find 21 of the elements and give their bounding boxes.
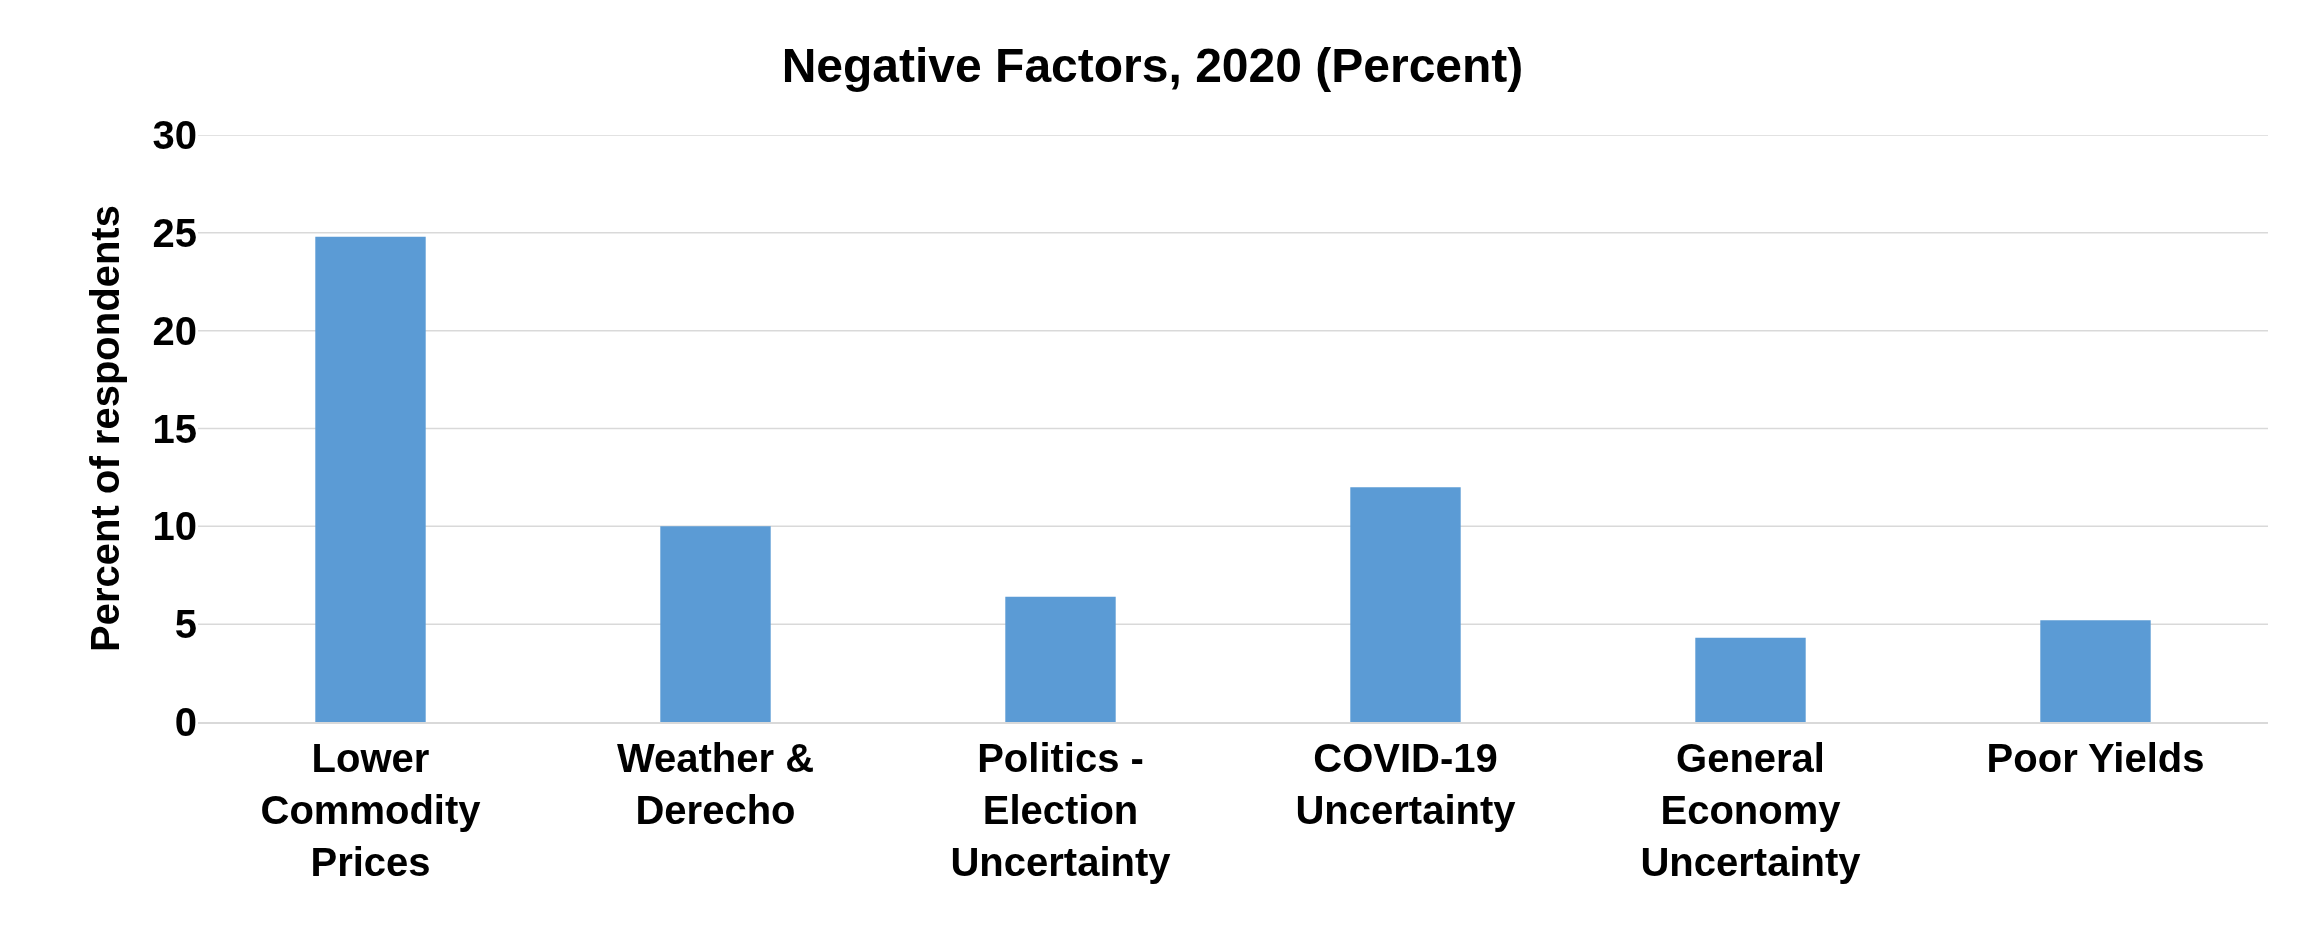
y-tick-label: 20 (152, 308, 197, 353)
y-tick-label: 0 (174, 700, 197, 744)
x-tick-label: COVID-19 Uncertainty (1295, 736, 1517, 832)
bar (1005, 596, 1116, 722)
x-tick-label: General Economy Uncertainty (1640, 736, 1862, 884)
y-tick-label: 15 (152, 406, 197, 451)
bar (1350, 487, 1461, 722)
y-tick-label: 30 (152, 113, 197, 157)
bar (2040, 620, 2151, 722)
y-tick-label: 10 (152, 504, 197, 549)
y-axis-title: Percent of respondents (83, 205, 127, 652)
chart-title: Negative Factors, 2020 (Percent) (781, 38, 1524, 92)
y-tick-label: 25 (152, 210, 197, 255)
bar (315, 236, 426, 722)
bar (660, 526, 771, 722)
x-tick-label: Weather & Derecho (616, 736, 815, 832)
bar (1695, 637, 1806, 722)
y-tick-label: 5 (174, 602, 197, 647)
x-tick-label: Politics - Election Uncertainty (950, 736, 1172, 884)
x-tick-label: Lower Commodity Prices (260, 736, 482, 884)
x-tick-label: Poor Yields (1986, 736, 2205, 780)
